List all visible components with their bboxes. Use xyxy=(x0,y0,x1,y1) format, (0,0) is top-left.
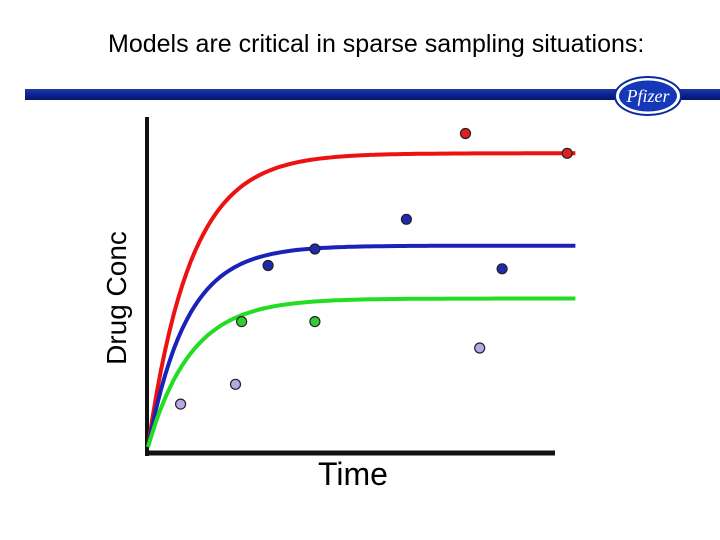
data-point-9 xyxy=(474,342,486,354)
data-point-11 xyxy=(175,398,187,410)
y-axis-label: Drug Conc xyxy=(101,231,132,365)
slide-title: Models are critical in sparse sampling s… xyxy=(108,30,645,58)
data-point-7 xyxy=(236,316,248,328)
curves-layer xyxy=(146,151,576,448)
model-curve-1 xyxy=(146,151,576,448)
data-point-10 xyxy=(229,378,242,390)
logo-text: Pfizer xyxy=(626,86,671,106)
data-point-8 xyxy=(309,316,321,328)
data-point-1 xyxy=(459,127,472,140)
data-point-4 xyxy=(309,243,321,255)
model-curve-2 xyxy=(146,243,576,448)
data-point-6 xyxy=(496,263,508,275)
model-curve-3 xyxy=(146,296,576,448)
data-point-3 xyxy=(400,213,412,225)
x-axis-label: Time xyxy=(318,456,388,492)
data-point-2 xyxy=(561,147,573,159)
data-point-5 xyxy=(262,259,274,272)
pfizer-logo: Pfizer xyxy=(614,76,682,116)
title-underline-bar xyxy=(25,89,720,100)
points-layer xyxy=(175,127,573,410)
